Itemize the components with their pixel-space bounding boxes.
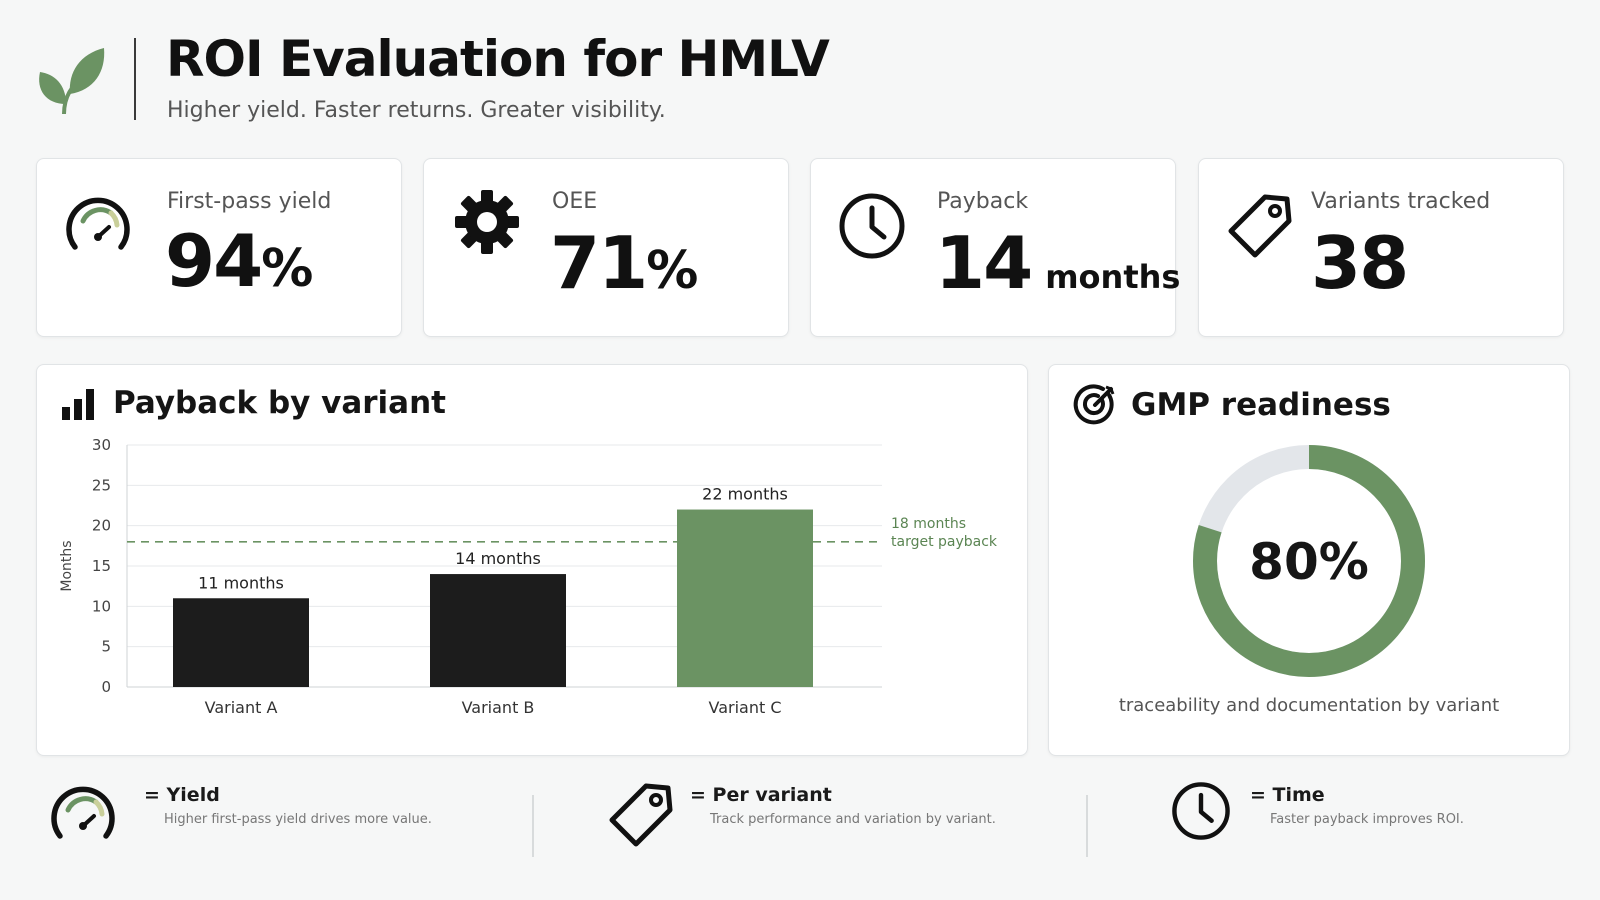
- y-tick-label: 15: [92, 557, 111, 575]
- kpi-card-first-pass-yield: First-pass yield 94%: [36, 158, 402, 337]
- legend-desc: Faster payback improves ROI.: [1270, 812, 1464, 827]
- kpi-value: 94%: [165, 219, 314, 303]
- page-subtitle: Higher yield. Faster returns. Greater vi…: [167, 98, 666, 123]
- legend-title: = Time: [1250, 784, 1325, 806]
- legend-desc: Track performance and variation by varia…: [710, 812, 996, 827]
- bar-chart-icon: [62, 389, 94, 420]
- kpi-value: 14 months: [935, 221, 1181, 305]
- y-tick-label: 20: [92, 517, 111, 535]
- gmp-readiness-panel: GMP readiness 80% traceability and docum…: [1048, 364, 1570, 756]
- gauge-icon: [51, 786, 115, 839]
- reference-label: 18 months: [891, 516, 966, 532]
- header: ROI Evaluation for HMLV Higher yield. Fa…: [36, 30, 1036, 130]
- y-axis-label: Months: [59, 540, 75, 591]
- reference-label: target payback: [891, 534, 998, 550]
- x-tick-label: Variant B: [462, 698, 535, 717]
- leaf-logo-icon: [39, 48, 105, 114]
- kpi-value: 71%: [550, 221, 699, 305]
- payback-bar-chart: 0 5 10 15 20 25 30 Months 11 months Variant A 14 m…: [59, 436, 998, 717]
- kpi-label: Payback: [937, 189, 1029, 214]
- kpi-card-oee: OEE 71%: [423, 158, 789, 337]
- legend-title: = Yield: [144, 784, 220, 806]
- bar-data-label: 14 months: [455, 549, 541, 568]
- x-tick-label: Variant A: [205, 698, 278, 717]
- y-tick-label: 0: [101, 678, 111, 696]
- legend-title: = Per variant: [690, 784, 832, 806]
- legend-divider: [1086, 795, 1088, 857]
- tag-icon: [1228, 194, 1292, 258]
- gmp-caption: traceability and documentation by varian…: [1118, 695, 1500, 716]
- bar: [173, 598, 309, 687]
- page-title: ROI Evaluation for HMLV: [166, 30, 830, 88]
- gmp-value: 80%: [1249, 533, 1369, 591]
- legend-item-yield: = Yield Higher first-pass yield drives m…: [48, 780, 488, 860]
- kpi-label: First-pass yield: [167, 189, 332, 214]
- legend-desc: Higher first-pass yield drives more valu…: [164, 812, 432, 827]
- y-tick-label: 10: [92, 597, 111, 615]
- kpi-card-variants-tracked: Variants tracked 38: [1198, 158, 1564, 337]
- legend-divider: [532, 795, 534, 857]
- kpi-card-payback: Payback 14 months: [810, 158, 1180, 337]
- target-icon: [1073, 384, 1115, 425]
- gmp-donut: 80%: [1191, 443, 1427, 679]
- kpi-label: OEE: [552, 189, 598, 214]
- kpi-label: Variants tracked: [1311, 189, 1491, 214]
- kpi-value: 38: [1311, 221, 1409, 305]
- donut-progress-arc: [1193, 445, 1425, 677]
- bar: [677, 509, 813, 687]
- y-tick-label: 30: [92, 436, 111, 454]
- chart-title: Payback by variant: [113, 385, 446, 421]
- legend-item-time: = Time Faster payback improves ROI.: [1170, 780, 1570, 860]
- tag-icon: [609, 783, 673, 847]
- gear-icon: [455, 190, 519, 254]
- y-tick-label: 25: [92, 476, 111, 494]
- y-tick-label: 5: [101, 638, 111, 656]
- legend-item-per-variant: = Per variant Track performance and vari…: [606, 780, 1046, 860]
- clock-icon: [1172, 782, 1230, 840]
- clock-icon: [839, 193, 905, 259]
- x-tick-label: Variant C: [708, 698, 781, 717]
- bar-data-label: 11 months: [198, 573, 284, 592]
- header-divider: [134, 38, 136, 120]
- gauge-icon: [66, 197, 130, 250]
- gmp-title: GMP readiness: [1131, 387, 1391, 423]
- payback-chart-panel: Payback by variant 0 5 10 15 20 25 30 Months 11 …: [36, 364, 1028, 756]
- bar-data-label: 22 months: [702, 485, 788, 504]
- bar: [430, 574, 566, 687]
